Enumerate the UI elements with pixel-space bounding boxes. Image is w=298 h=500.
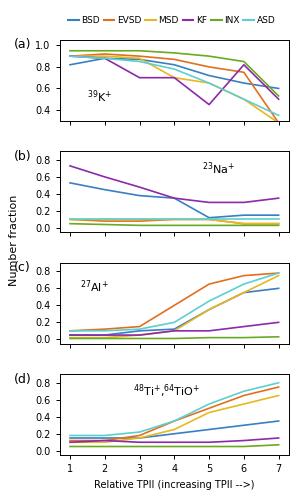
Text: $^{23}$Na$^{+}$: $^{23}$Na$^{+}$: [202, 160, 235, 176]
Text: (c): (c): [14, 261, 30, 274]
X-axis label: Relative TPII (increasing TPII -->): Relative TPII (increasing TPII -->): [94, 480, 254, 490]
Legend: BSD, EVSD, MSD, KF, INX, ASD: BSD, EVSD, MSD, KF, INX, ASD: [64, 13, 279, 29]
Text: (b): (b): [14, 150, 31, 163]
Text: $^{48}$Ti$^{+}$,$^{64}$TiO$^{+}$: $^{48}$Ti$^{+}$,$^{64}$TiO$^{+}$: [133, 382, 200, 400]
Text: $^{27}$Al$^{+}$: $^{27}$Al$^{+}$: [80, 278, 109, 295]
Text: (a): (a): [14, 38, 31, 52]
Text: (d): (d): [14, 372, 32, 386]
Text: Number fraction: Number fraction: [9, 194, 19, 286]
Text: $^{39}$K$^{+}$: $^{39}$K$^{+}$: [87, 89, 113, 106]
